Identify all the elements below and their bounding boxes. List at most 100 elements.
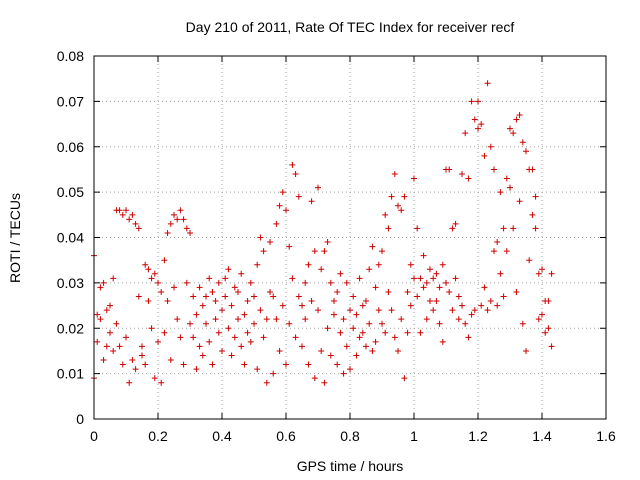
- data-point: [171, 211, 177, 218]
- data-point: [449, 225, 456, 232]
- data-point: [516, 198, 523, 205]
- data-point: [478, 121, 485, 128]
- data-point: [103, 343, 110, 350]
- data-point: [190, 293, 197, 300]
- data-point: [174, 316, 181, 323]
- data-point: [324, 325, 331, 332]
- data-point: [542, 329, 549, 336]
- data-point: [439, 261, 446, 268]
- data-point: [270, 370, 277, 377]
- data-point: [199, 302, 206, 309]
- data-point: [455, 316, 462, 323]
- data-point: [225, 266, 232, 273]
- data-point: [139, 352, 145, 359]
- data-point: [443, 279, 449, 286]
- data-point: [203, 320, 209, 327]
- data-point: [446, 288, 453, 295]
- data-point: [503, 248, 510, 255]
- data-point: [273, 220, 280, 227]
- data-point: [158, 379, 165, 386]
- data-point: [487, 298, 494, 305]
- data-point: [414, 293, 421, 300]
- data-point: [196, 284, 203, 291]
- data-point: [535, 316, 542, 323]
- data-point: [500, 293, 507, 300]
- data-point: [526, 257, 533, 264]
- data-point: [468, 98, 475, 105]
- data-point: [251, 320, 257, 327]
- data-point: [420, 284, 427, 291]
- data-point: [417, 275, 424, 282]
- data-point: [231, 334, 238, 341]
- y-tick-label: 0.05: [57, 184, 84, 200]
- data-point: [420, 252, 427, 259]
- data-point: [507, 184, 513, 191]
- data-point: [119, 211, 126, 218]
- data-point: [308, 298, 315, 305]
- data-point: [244, 329, 251, 336]
- x-tick-labels: 0 0.2 0.4 0.6 0.8 1 1.2 1.4 1.6: [90, 428, 616, 444]
- data-point: [539, 266, 545, 273]
- data-point: [436, 284, 443, 291]
- data-point: [331, 311, 337, 318]
- data-point: [103, 307, 110, 314]
- data-point: [193, 311, 200, 318]
- data-point: [164, 229, 171, 236]
- data-point: [183, 225, 190, 232]
- data-point: [155, 338, 161, 345]
- data-point: [292, 334, 299, 341]
- data-point: [452, 275, 459, 282]
- data-point: [510, 225, 517, 232]
- data-point: [311, 375, 318, 382]
- x-axis-title: GPS time / hours: [297, 458, 404, 474]
- data-point: [171, 284, 177, 291]
- data-point: [343, 279, 350, 286]
- data-point: [193, 366, 200, 373]
- data-point: [222, 275, 229, 282]
- data-point: [228, 302, 235, 309]
- data-point: [283, 207, 289, 214]
- data-point: [398, 316, 405, 323]
- data-point: [363, 298, 369, 305]
- data-point: [145, 266, 152, 273]
- data-point: [382, 211, 389, 218]
- data-point: [366, 320, 373, 327]
- data-point: [369, 347, 376, 354]
- data-point: [359, 302, 366, 309]
- data-point: [507, 125, 513, 132]
- data-point: [321, 248, 328, 255]
- data-point: [209, 288, 216, 295]
- data-point: [411, 175, 417, 182]
- y-tick-labels: 0 0.01 0.02 0.03 0.04 0.05 0.06 0.07 0.08: [57, 48, 84, 427]
- data-point: [289, 161, 296, 168]
- data-point: [295, 293, 302, 300]
- data-point: [455, 293, 462, 300]
- y-tick-label: 0.03: [57, 275, 84, 291]
- data-point: [481, 284, 488, 291]
- data-point: [545, 325, 552, 332]
- data-point: [385, 288, 392, 295]
- data-point: [241, 361, 248, 368]
- data-point: [119, 361, 126, 368]
- data-point: [475, 125, 481, 132]
- data-point: [491, 248, 497, 255]
- data-point: [289, 275, 296, 282]
- data-point: [123, 207, 129, 214]
- data-point: [414, 225, 421, 232]
- data-point: [97, 284, 104, 291]
- y-axis-title: ROTI / TECUs: [7, 193, 23, 283]
- data-point: [260, 248, 267, 255]
- data-point: [459, 302, 465, 309]
- data-point: [132, 220, 139, 227]
- x-tick-label: 0.2: [148, 428, 168, 444]
- data-point: [142, 261, 149, 268]
- x-tick-label: 1: [410, 428, 418, 444]
- data-point: [363, 343, 369, 350]
- data-point: [251, 293, 257, 300]
- data-point: [219, 347, 225, 354]
- data-point: [407, 261, 414, 268]
- data-point: [247, 279, 254, 286]
- data-point: [97, 316, 104, 323]
- y-tick-label: 0: [76, 411, 84, 427]
- data-point: [212, 298, 219, 305]
